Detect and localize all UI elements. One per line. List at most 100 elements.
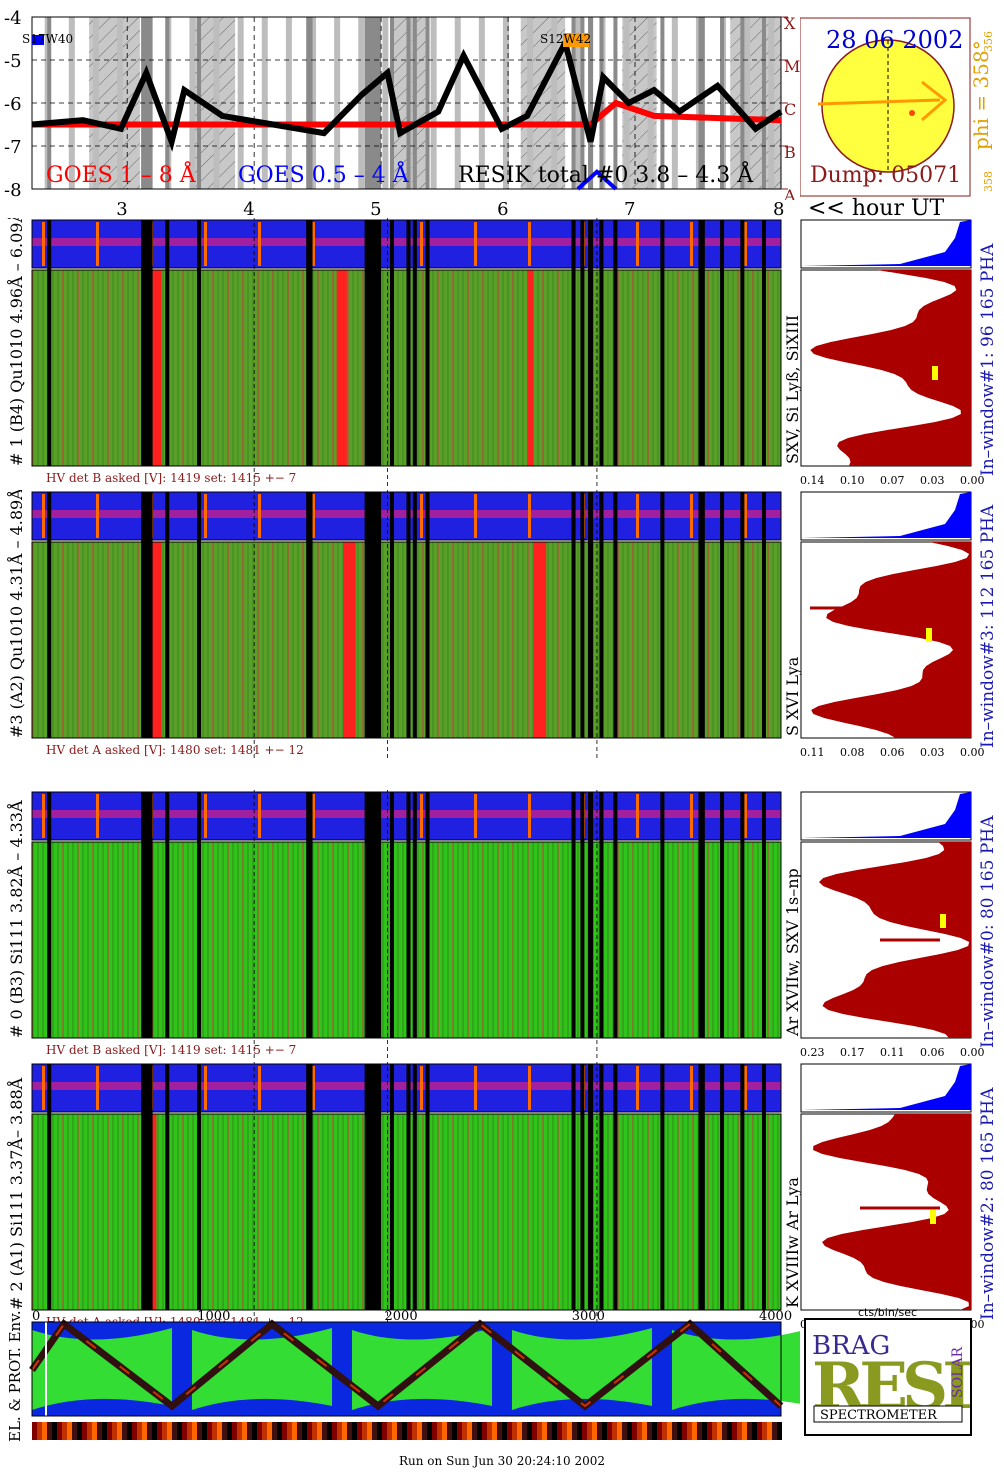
spectrum-xtick: 0.17 [840,1046,865,1059]
resik-logo: BRAG RESIK SOLAR SPECTROMETER [804,1318,1004,1436]
goes-series-line [32,99,782,128]
active-region-dot [909,110,915,116]
axis-arrow-icon [921,80,948,122]
phi-bottom: 358 [982,171,995,192]
sun-date: 28 06 2002 [826,26,963,54]
detector-ylabel: #3 (A2) Qu1010 4.31Å – 4.89Å [6,490,26,738]
dump-label: Dump: 05071 [810,163,961,188]
phi-sub: 356 [982,31,995,52]
spectrum-xtick: 0.00 [960,1046,985,1059]
goes-series-line [31,34,783,152]
goes-ytick: -4 [4,8,22,29]
env-track-highlight [31,1322,782,1408]
flare-class-label: C [784,100,796,119]
flare-class-label: B [784,143,796,162]
spectrum-xtick: 0.00 [960,746,985,759]
env-green-region [192,1328,332,1410]
goes-ytick: -6 [4,94,22,115]
legend-resik: RESIK total #0 3.8 – 4.3 Å [458,160,754,188]
flare-class-label: M [784,57,800,76]
env-panel: 0 1000 2000 3000 4000 EL. & PROT. Env. [6,1310,800,1442]
goes-ytick: -5 [4,51,22,72]
hv-label: HV det B asked [V]: 1419 set: 1415 +− 7 [46,1043,296,1057]
pha-histogram [801,792,971,838]
window-marker [940,914,946,928]
spectrum-fill [813,1114,971,1310]
env-xtick: 1000 [197,1310,230,1324]
phi-label: phi = 358° [969,40,993,150]
hour-label: 7 [624,199,635,220]
hour-label: 3 [116,199,127,220]
pha-histogram [801,220,971,266]
detector-panel-d1: HV det B asked [V]: 1419 set: 1415 +− 7 #… [6,218,998,488]
spectrum-xtick: 0.14 [800,474,825,487]
hour-label: 6 [497,199,508,220]
goes-ytick: -8 [4,180,22,200]
goes-grid [32,17,781,189]
pha-histogram [801,1064,971,1110]
goes-lines [31,34,783,191]
spectrum-xtick: 0.03 [920,474,945,487]
spectrum-fill [811,542,971,738]
window-marker [932,366,938,380]
detector-panel-d2: HV det A asked [V]: 1480 set: 1481 +− 12… [6,1062,998,1332]
env-xtick: 2000 [385,1310,418,1324]
env-xtick: 3000 [572,1310,605,1324]
footer: Run on Sun Jun 30 20:24:10 2002 [399,1454,605,1468]
spectrum-xtick: 0.23 [800,1046,825,1059]
env-green-region [32,1328,172,1410]
env-xtick: 4000 [759,1310,792,1324]
spectrum-xtick: 0.06 [920,1046,945,1059]
ar1-label: S17W40 [22,32,73,46]
env-xtick: 0 [32,1310,40,1324]
hour-axis: 3 4 5 6 7 8 << hour UT [116,196,944,220]
legend-goes-long: GOES 1 – 8 Å [46,160,197,188]
logo-right: SOLAR [950,1347,966,1398]
goes-series-line [576,169,618,191]
line-ids: Ar XVIIw, SXV 1s–np [783,868,802,1037]
spectrum-xtick: 0.07 [880,474,905,487]
spectrum-xtick: 0.08 [840,746,865,759]
in-window-label: In–window#2: 80 165 PHA [978,1087,998,1320]
sun-panel: 28 06 2002 Dump: 05071 phi = 358° 356 35… [800,17,995,197]
rotation-axis [817,98,941,106]
in-window-label: In–window#3: 112 165 PHA [978,504,998,748]
legend-goes-short: GOES 0.5 – 4 Å [238,160,410,188]
spectrum-xtick: 0.00 [960,474,985,487]
line-ids: K XVIIIw Ar Lya [783,1177,802,1308]
logo-top: BRAG [812,1331,890,1361]
spectrum-xtick: 0.10 [840,474,865,487]
env-green-region [512,1328,652,1410]
ar1-marker [32,35,44,45]
line-ids: SXV, Si Lyß, SiXIII [783,315,802,464]
hour-label: 4 [243,199,254,220]
ar2-label: S12W42 [540,32,591,46]
env-ylabel: EL. & PROT. Env. [6,1310,24,1442]
spectrum-xtick: 0.11 [880,1046,905,1059]
spectrum-xtick: 0.11 [800,746,825,759]
hour-label: 5 [370,199,381,220]
detector-panel-d0: HV det B asked [V]: 1419 set: 1415 +− 7 #… [6,790,998,1060]
detector-panel-d3: HV det A asked [V]: 1480 set: 1481 +− 12… [6,490,998,760]
window-marker [930,1210,936,1224]
spectrum-xlabel: cts/bin/sec [858,1306,918,1319]
hv-label: HV det B asked [V]: 1419 set: 1415 +− 7 [46,471,296,485]
in-window-label: In–window#0: 80 165 PHA [978,815,998,1048]
spectrum-xtick: 0.06 [880,746,905,759]
goes-ytick: -7 [4,137,22,158]
hv-label: HV det A asked [V]: 1480 set: 1481 +− 12 [46,743,304,757]
detector-ylabel: # 1 (B4) Qu1010 4.96Å – 6.09Å [6,218,26,466]
hour-caption: << hour UT [808,196,944,220]
spectrum-xtick: 0.03 [920,746,945,759]
spectrum-fill [819,842,971,1038]
logo-bottom: SPECTROMETER [820,1408,938,1423]
goes-y-ticks: -4 -5 -6 -7 -8 [4,8,22,200]
hour-label: 8 [773,199,784,220]
detector-ylabel: # 0 (B3) Si111 3.82Å – 4.33Å [6,800,26,1038]
detector-ylabel: # 2 (A1) Si111 3.37Å– 3.88Å [6,1077,26,1310]
ar2-marker [563,33,589,47]
pha-histogram [801,492,971,538]
in-window-label: In–window#1: 96 165 PHA [978,243,998,476]
